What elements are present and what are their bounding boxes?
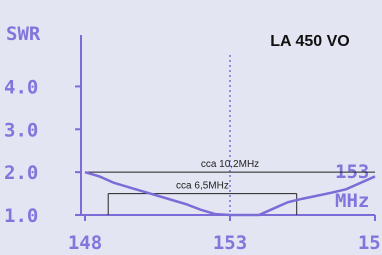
x-tick-label: 158: [358, 232, 382, 254]
title: LA 450 VO: [270, 33, 349, 50]
x-tick-label: 153: [213, 232, 247, 254]
unit-label: MHz: [335, 190, 369, 212]
y-tick-label: 2.0: [4, 162, 38, 184]
y-tick-label: 1.0: [4, 205, 38, 227]
analyzer-screen: LA 450 VO SWR 153 MHz 1.02.03.04.0148153…: [0, 0, 382, 255]
y-tick-label: 3.0: [4, 119, 38, 141]
annotation-label: cca 10,2MHz: [201, 159, 259, 170]
annotation-label: cca 6,5MHz: [176, 181, 229, 192]
x-tick-label: 148: [68, 232, 102, 254]
y-tick-label: 4.0: [4, 76, 38, 98]
y-axis-label: SWR: [6, 23, 41, 45]
